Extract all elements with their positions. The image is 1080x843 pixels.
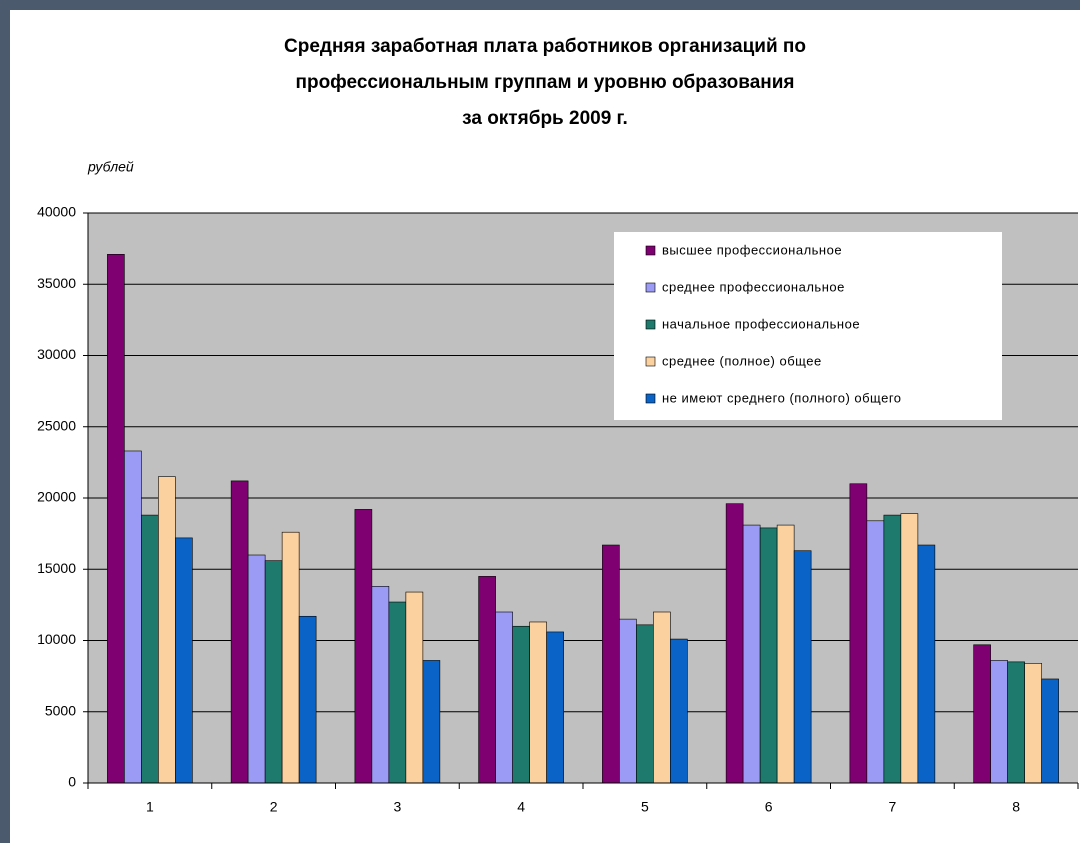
- bar: [636, 624, 654, 784]
- x-tick-label: 5: [641, 799, 649, 815]
- x-tick-label: 3: [393, 799, 401, 815]
- chart-title: за октябрь 2009 г.: [462, 108, 628, 129]
- bar: [175, 537, 193, 784]
- bar: [405, 591, 424, 784]
- bar: [883, 514, 902, 784]
- x-tick-label: 1: [146, 799, 154, 815]
- bar: [512, 625, 530, 784]
- legend-label: среднее (полное) общее: [662, 353, 822, 368]
- bar: [546, 631, 564, 784]
- bar: [230, 480, 249, 784]
- bar: [653, 611, 671, 784]
- y-tick-label: 25000: [37, 417, 76, 433]
- chart-title: профессиональным группам и уровню образо…: [295, 72, 794, 93]
- x-tick-label: 4: [517, 799, 525, 815]
- bar: [849, 483, 868, 784]
- legend-swatch: [645, 245, 656, 256]
- bar: [602, 544, 620, 784]
- bar: [264, 560, 283, 784]
- bar: [371, 586, 390, 784]
- bar: [1024, 662, 1042, 784]
- bar: [124, 450, 142, 784]
- bar: [478, 576, 496, 784]
- y-tick-label: 10000: [37, 631, 76, 647]
- bar: [388, 601, 407, 784]
- legend-swatch: [645, 393, 656, 404]
- bar: [495, 611, 513, 784]
- legend-swatch: [645, 319, 656, 330]
- bar: [158, 476, 176, 784]
- bar: [990, 660, 1008, 784]
- y-tick-label: 5000: [45, 702, 76, 718]
- legend-label: не имеют среднего (полного) общего: [662, 390, 902, 405]
- bar: [793, 550, 812, 784]
- y-tick-label: 20000: [37, 489, 76, 505]
- y-tick-label: 0: [68, 774, 76, 790]
- bar: [298, 615, 317, 784]
- x-tick-label: 8: [1012, 799, 1020, 815]
- bar: [1041, 678, 1059, 784]
- bar: [742, 524, 761, 784]
- bar: [281, 531, 300, 784]
- bar: [725, 503, 744, 784]
- bar: [529, 621, 547, 784]
- y-tick-label: 35000: [37, 275, 76, 291]
- x-tick-label: 6: [765, 799, 773, 815]
- bar: [866, 520, 885, 784]
- legend-swatch: [645, 282, 656, 293]
- legend-swatch: [645, 356, 656, 367]
- bar: [107, 254, 125, 784]
- bar: [759, 527, 778, 784]
- bar: [1007, 661, 1025, 784]
- chart-title: Средняя заработная плата работников орга…: [284, 36, 806, 57]
- bar: [247, 554, 266, 784]
- legend-label: среднее профессиональное: [662, 279, 845, 294]
- bar: [917, 544, 936, 784]
- bar: [619, 618, 637, 784]
- y-axis-label: рублей: [87, 159, 134, 175]
- legend-label: начальное профессиональное: [662, 316, 860, 331]
- x-tick-label: 7: [888, 799, 896, 815]
- y-tick-label: 40000: [37, 204, 76, 220]
- x-tick-label: 2: [270, 799, 278, 815]
- bar: [354, 509, 373, 784]
- y-tick-label: 30000: [37, 346, 76, 362]
- legend: [614, 232, 1002, 420]
- bar: [776, 524, 795, 784]
- bar: [422, 660, 441, 784]
- bar: [900, 513, 919, 784]
- y-tick-label: 15000: [37, 560, 76, 576]
- bar: [670, 638, 688, 784]
- bar: [141, 514, 159, 784]
- bar: [973, 644, 991, 784]
- legend-label: высшее профессиональное: [662, 242, 842, 257]
